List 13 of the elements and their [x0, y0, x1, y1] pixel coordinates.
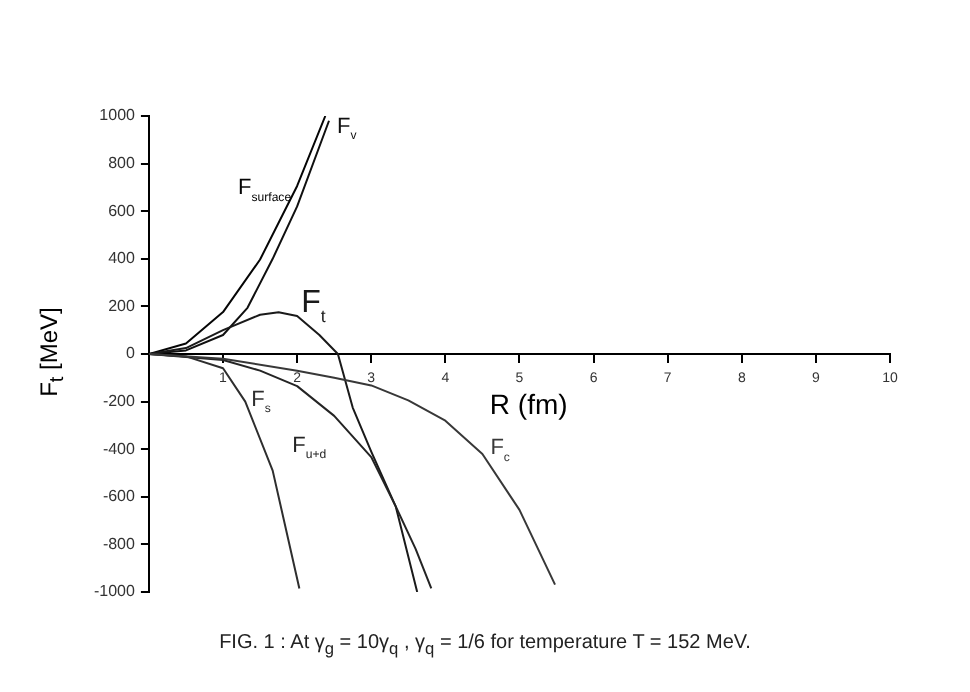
- y-tick-label: 1000: [99, 106, 137, 125]
- y-tick-label: 0: [126, 344, 137, 363]
- y-tick-label: -1000: [93, 582, 137, 601]
- y-tick-label: -200: [102, 392, 137, 411]
- caption: FIG. 1 : At γ$_{g}$ = 10γ$_{q}$ , γ$_{q}$ = 1/6 for temperature T = 152 MeV.: [217, 632, 753, 658]
- y-tick-label: 200: [108, 296, 136, 315]
- y-tick-label: -600: [102, 487, 137, 506]
- y-tick-label: -400: [102, 439, 137, 458]
- y-tick-label: -800: [102, 534, 137, 553]
- y-tick-label: 400: [108, 249, 136, 268]
- y-tick-label: 800: [108, 154, 136, 173]
- y-tick-label: 600: [108, 201, 136, 220]
- x-axis-title: R (fm): [489, 388, 568, 420]
